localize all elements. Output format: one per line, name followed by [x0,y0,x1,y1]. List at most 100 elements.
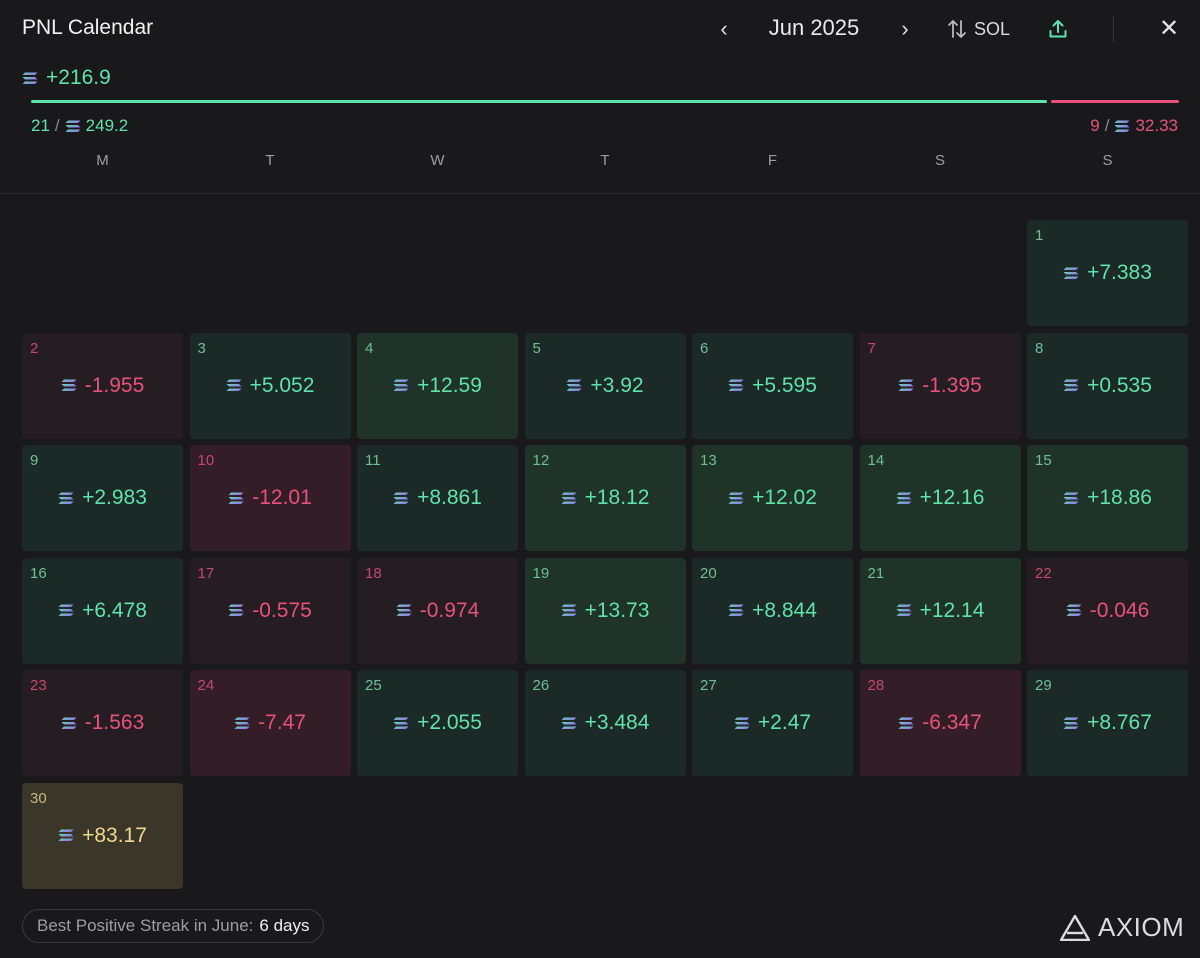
calendar-day-cell[interactable]: 9 +2.983 [22,445,183,551]
day-number: 17 [197,564,215,582]
sol-icon [561,492,577,505]
day-pnl: -0.575 [190,599,351,623]
streak-badge: Best Positive Streak in June: 6 days [22,909,325,943]
day-pnl: +13.73 [525,599,686,623]
sol-icon [228,492,244,505]
day-number: 25 [365,677,382,694]
streak-label: Best Positive Streak in June: [37,916,254,935]
calendar-day-cell[interactable]: 11 +8.861 [357,445,518,551]
calendar-day-cell[interactable]: 14 +12.16 [859,445,1021,551]
weekday-header: M T W T F S S [22,152,1188,176]
calendar-grid: 1 +7.383 2 -1.955 3 +5.052 4 +12.59 5 +3.92 6 +5.59… [22,220,1188,889]
day-pnl: +7.383 [1027,261,1188,285]
sol-icon [234,717,250,730]
day-pnl: +12.59 [357,374,518,398]
day-pnl: +8.844 [692,599,853,623]
share-button[interactable] [1044,14,1072,44]
day-pnl-value: +12.14 [919,598,985,622]
calendar-day-cell[interactable]: 2 -1.955 [22,332,183,439]
calendar-day-cell[interactable]: 10 -12.01 [189,445,351,551]
day-pnl-value: +2.983 [82,486,147,509]
calendar-day-cell[interactable]: 29 +8.767 [1027,670,1188,776]
sol-icon [1063,267,1079,280]
calendar-day-cell[interactable]: 26 +3.484 [524,670,686,776]
calendar-day-cell[interactable]: 5 +3.92 [524,332,686,439]
currency-toggle-button[interactable]: SOL [946,16,1010,42]
day-number: 26 [532,677,550,694]
day-number: 19 [532,564,550,582]
day-pnl: +8.861 [357,486,518,510]
calendar-day-cell[interactable]: 16 +6.478 [22,557,183,664]
calendar-day-cell[interactable]: 23 -1.563 [22,670,183,776]
chevron-left-icon: ‹ [720,16,728,41]
day-number: 4 [365,339,374,357]
day-pnl-value: +18.86 [1087,486,1152,509]
calendar-day-cell[interactable]: 15 +18.86 [1027,445,1188,551]
day-number: 2 [30,339,39,357]
day-number: 7 [867,339,876,357]
prev-month-button[interactable]: ‹ [712,14,736,44]
calendar-day-cell[interactable]: 13 +12.02 [692,445,853,551]
day-number: 22 [1035,564,1052,582]
day-number: 16 [30,564,47,582]
day-pnl-value: -0.974 [419,598,480,622]
day-pnl-value: -0.046 [1089,598,1150,622]
header-divider [1113,16,1114,42]
sol-icon [22,72,38,85]
calendar-day-cell[interactable]: 25 +2.055 [357,670,518,776]
calendar-day-cell[interactable]: 21 +12.14 [859,557,1021,664]
calendar-day-cell[interactable]: 4 +12.59 [357,332,518,439]
calendar-day-cell[interactable]: 12 +18.12 [524,445,686,551]
wins-count: 21 [31,116,50,135]
calendar-day-cell[interactable]: 17 -0.575 [189,557,351,664]
total-pnl: +216.9 [22,66,111,90]
close-button[interactable]: ✕ [1156,14,1182,44]
sol-icon [65,120,81,133]
calendar-day-cell[interactable]: 1 +7.383 [1027,220,1188,326]
sol-icon [58,604,74,617]
sol-icon [393,379,409,392]
calendar-day-cell[interactable]: 3 +5.052 [189,332,351,439]
sol-icon [1066,604,1082,617]
calendar-day-cell[interactable]: 24 -7.47 [189,670,351,776]
sol-icon [561,717,577,730]
day-pnl: +83.17 [22,824,183,848]
weekday-label: F [767,152,778,169]
streak-value: 6 days [259,916,310,935]
sol-icon [734,717,750,730]
day-pnl: +12.16 [860,486,1021,510]
sol-icon [561,604,577,617]
calendar-day-cell[interactable]: 19 +13.73 [524,557,686,664]
weekday-label: S [934,152,945,169]
calendar-day-cell[interactable]: 27 +2.47 [692,670,853,776]
day-number: 6 [700,339,709,357]
day-pnl-value: -1.395 [922,373,982,397]
day-pnl: +8.767 [1027,711,1188,735]
losses-amount: 32.33 [1135,116,1178,135]
day-pnl-value: +12.02 [752,486,817,509]
losses-separator: / [1104,116,1110,135]
day-number: 23 [30,677,47,694]
calendar-day-cell[interactable]: 7 -1.395 [859,332,1021,439]
day-pnl-value: +7.383 [1087,261,1152,284]
next-month-button[interactable]: › [893,14,917,44]
calendar-day-cell[interactable]: 18 -0.974 [357,557,518,664]
calendar-day-cell[interactable]: 6 +5.595 [692,332,853,439]
calendar-day-cell[interactable]: 20 +8.844 [692,557,853,664]
win-ratio-bar-negative [1051,100,1179,103]
calendar-day-cell[interactable]: 30 +83.17 [22,782,183,889]
day-pnl-value: +13.73 [584,598,650,622]
day-number: 18 [365,564,382,582]
day-pnl-value: -1.563 [84,711,145,734]
sol-icon [1114,120,1130,133]
day-number: 3 [197,339,206,357]
day-pnl: +12.02 [692,486,853,510]
calendar-day-cell[interactable]: 8 +0.535 [1027,332,1188,439]
sol-icon [226,379,242,392]
day-pnl-value: +5.052 [249,373,315,397]
wins-separator: / [54,116,60,135]
close-icon: ✕ [1158,15,1180,42]
calendar-day-cell[interactable]: 28 -6.347 [859,670,1021,776]
day-number: 10 [197,452,215,469]
calendar-day-cell[interactable]: 22 -0.046 [1027,557,1188,664]
